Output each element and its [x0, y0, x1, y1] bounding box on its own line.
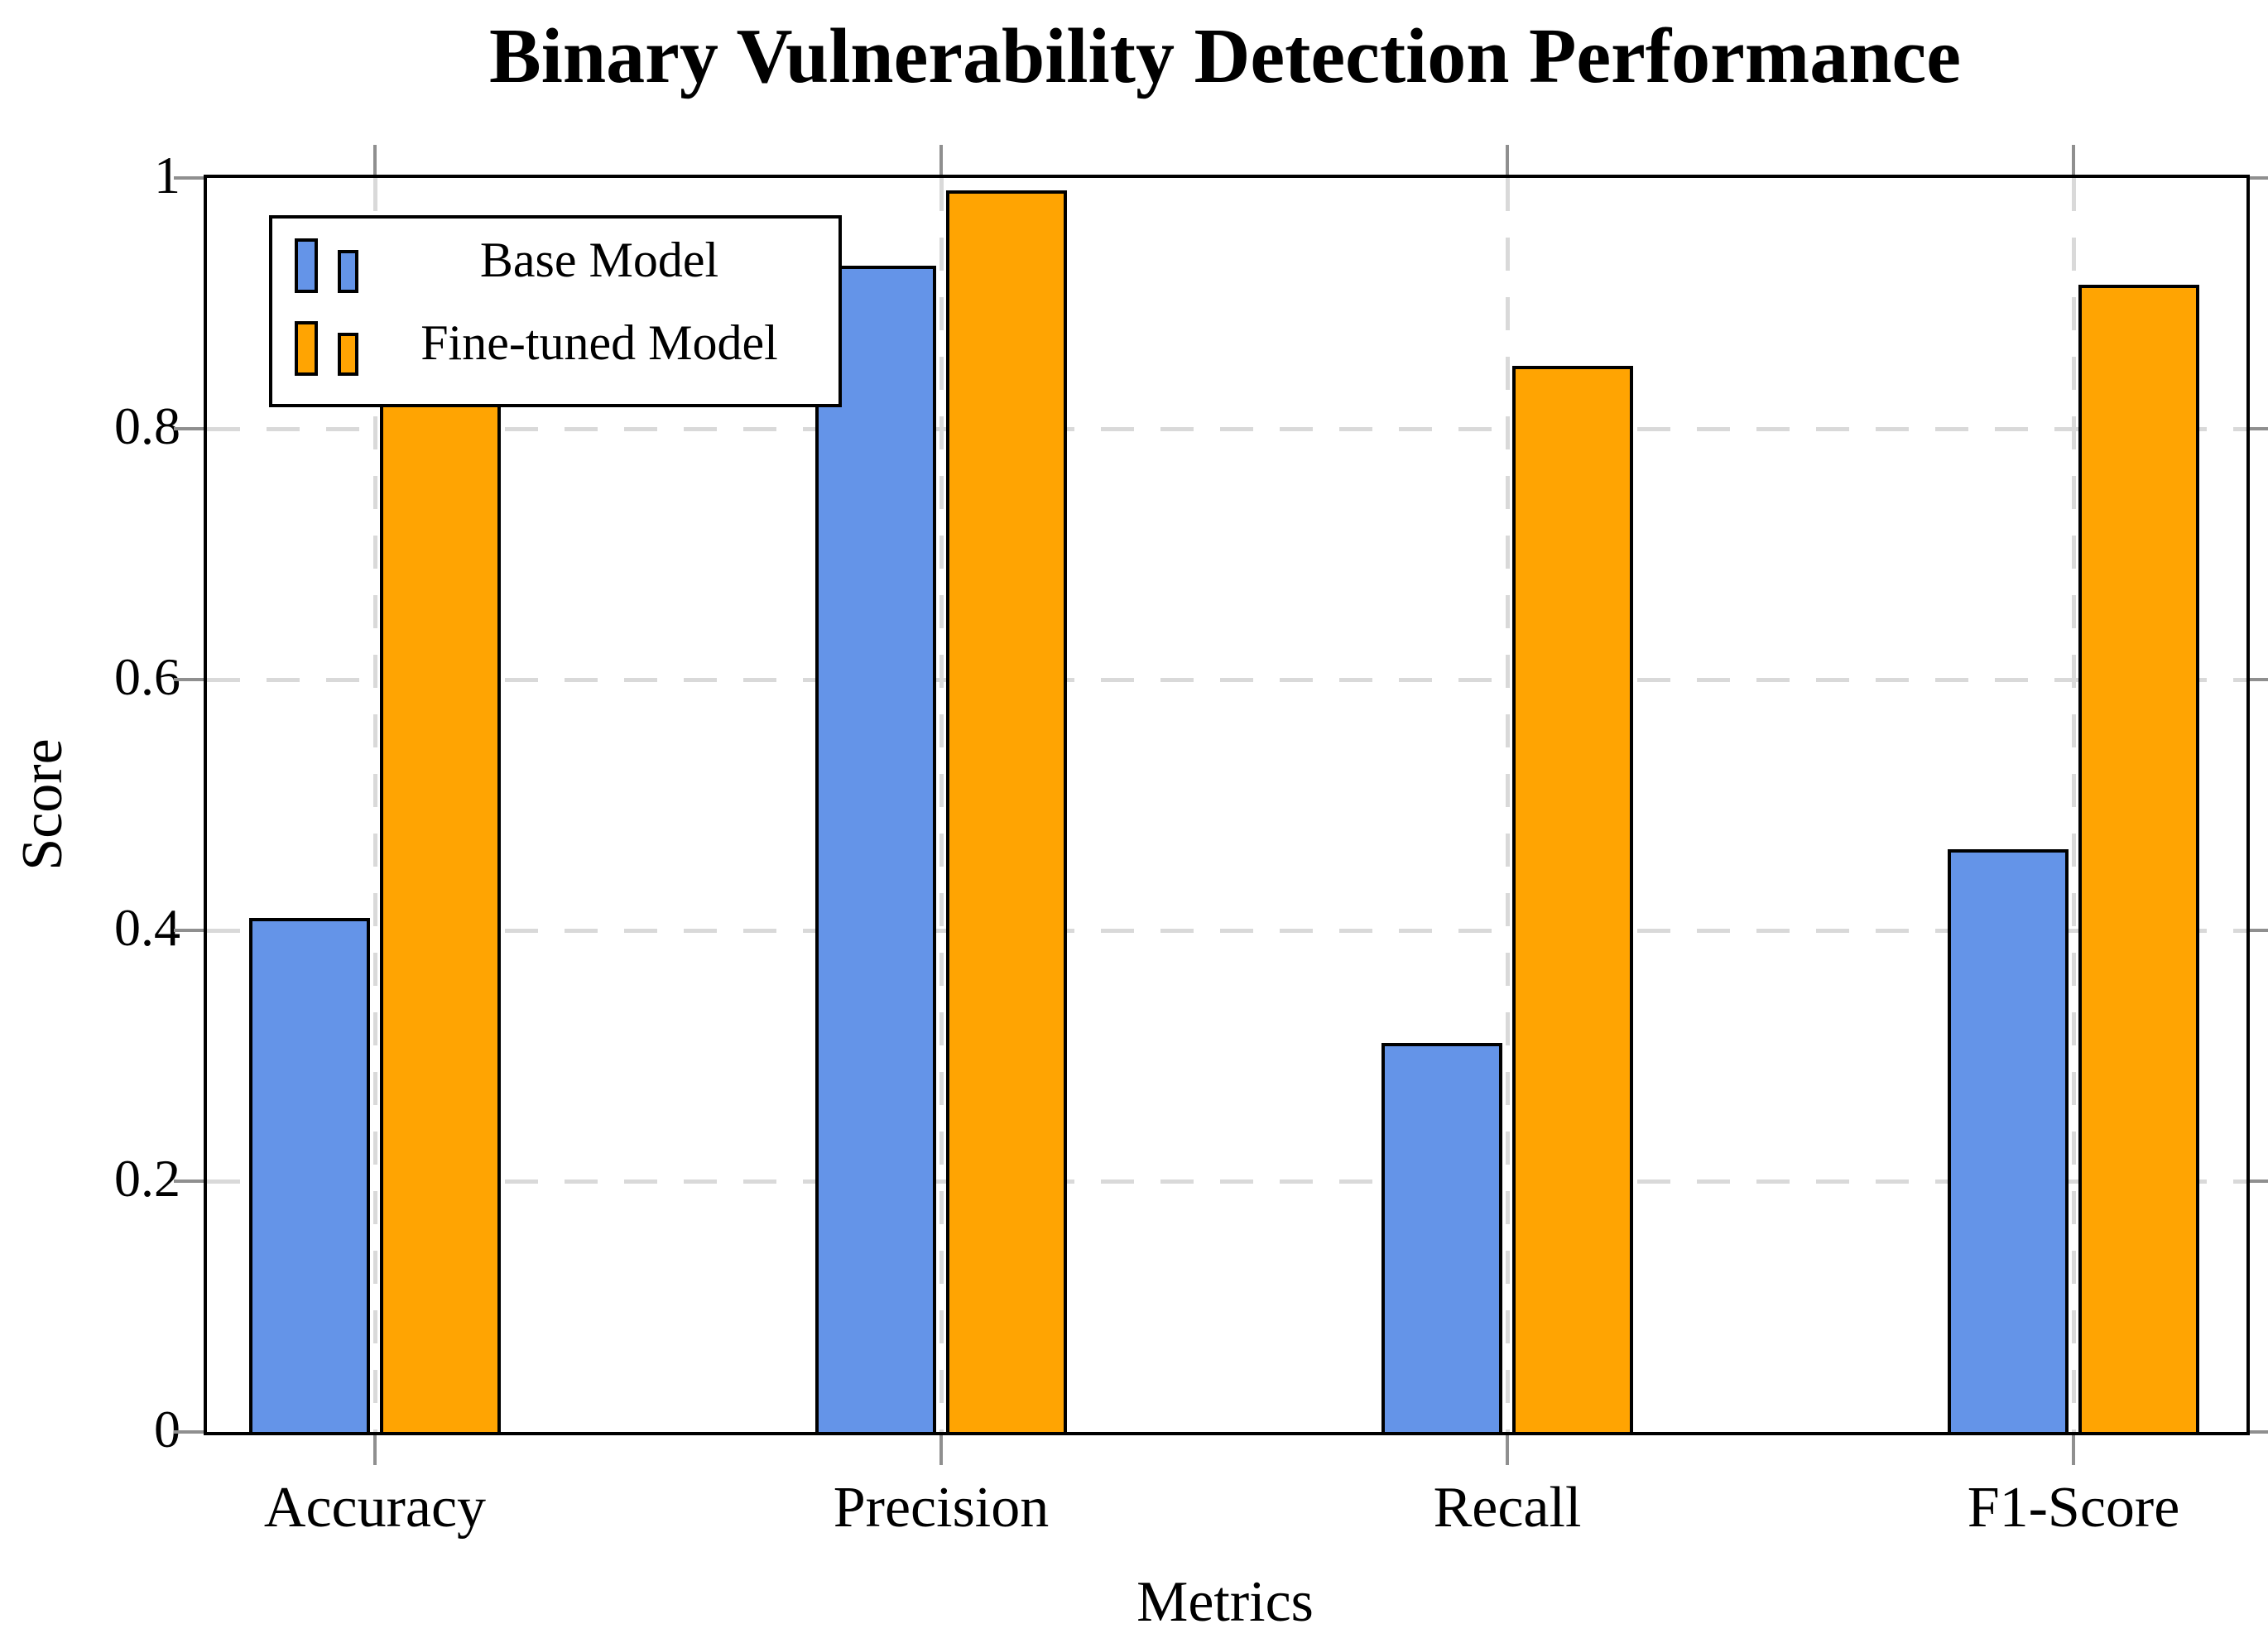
x-axis-tick: [1506, 1435, 1509, 1465]
bar-fine-tuned-model-accuracy: [380, 353, 501, 1435]
y-axis-tick: [174, 929, 204, 932]
x-category-label-f1-score: F1-Score: [1967, 1476, 2180, 1540]
horizontal-gridline: [207, 427, 2246, 431]
legend-label-fine-tuned-model: Fine-tuned Model: [420, 315, 778, 370]
y-axis-tick: [174, 1430, 204, 1434]
y-tick-label: 0.4: [114, 898, 180, 958]
chart-title: Binary Vulnerability Detection Performan…: [489, 13, 1961, 99]
x-axis-tick: [2072, 1435, 2075, 1465]
x-category-label-accuracy: Accuracy: [263, 1476, 487, 1540]
horizontal-gridline: [207, 929, 2246, 933]
y-axis-tick: [174, 678, 204, 681]
bar-fine-tuned-model-recall: [1512, 366, 1633, 1435]
x-category-label-precision: Precision: [833, 1476, 1050, 1540]
legend-swatch-base-model-small: [338, 250, 358, 293]
x-axis-label: Metrics: [1136, 1570, 1314, 1634]
bar-base-model-accuracy: [249, 917, 370, 1435]
y-axis-tick-right: [2250, 1180, 2268, 1183]
legend-swatch-fine-tuned-model: [295, 321, 318, 376]
y-axis-tick-right: [2250, 1430, 2268, 1434]
x-axis-tick-top: [2072, 145, 2075, 175]
x-axis-tick-top: [939, 145, 943, 175]
y-axis-tick: [174, 1180, 204, 1183]
y-tick-label: 0: [154, 1400, 180, 1459]
legend-entry-fine-tuned-model: Fine-tuned Model: [272, 301, 838, 384]
x-axis-tick-top: [1506, 145, 1509, 175]
vertical-gridline: [939, 178, 944, 1432]
legend-label-base-model: Base Model: [479, 233, 719, 287]
plot-area: Base Model Fine-tuned Model: [174, 145, 2268, 1465]
x-axis-tick: [373, 1435, 377, 1465]
legend-swatch-base-model: [295, 238, 318, 293]
vertical-gridline: [1506, 178, 1510, 1432]
y-axis-tick-right: [2250, 427, 2268, 430]
vertical-gridline: [2072, 178, 2076, 1432]
x-axis-tick-top: [373, 145, 377, 175]
bar-base-model-precision: [815, 266, 936, 1435]
bar-base-model-f1-score: [1948, 848, 2069, 1435]
y-tick-label: 0.2: [114, 1149, 180, 1208]
horizontal-gridline: [207, 1180, 2246, 1184]
vertical-gridline: [373, 178, 377, 1432]
legend-entry-base-model: Base Model: [272, 219, 838, 301]
bar-fine-tuned-model-f1-score: [2078, 284, 2199, 1435]
y-tick-label: 1: [154, 146, 180, 205]
horizontal-gridline: [207, 678, 2246, 682]
y-axis-tick-right: [2250, 929, 2268, 932]
bar-base-model-recall: [1381, 1043, 1502, 1435]
y-tick-label: 0.6: [114, 647, 180, 707]
y-axis-tick: [174, 176, 204, 180]
bar-fine-tuned-model-precision: [946, 190, 1067, 1435]
legend-swatch-fine-tuned-model-small: [338, 333, 358, 376]
y-axis-tick-right: [2250, 176, 2268, 180]
y-axis-tick: [174, 427, 204, 430]
y-tick-label: 0.8: [114, 396, 180, 456]
y-axis-tick-right: [2250, 678, 2268, 681]
x-category-label-recall: Recall: [1433, 1476, 1582, 1540]
legend-box: Base Model Fine-tuned Model: [269, 215, 842, 407]
x-axis-tick: [939, 1435, 943, 1465]
